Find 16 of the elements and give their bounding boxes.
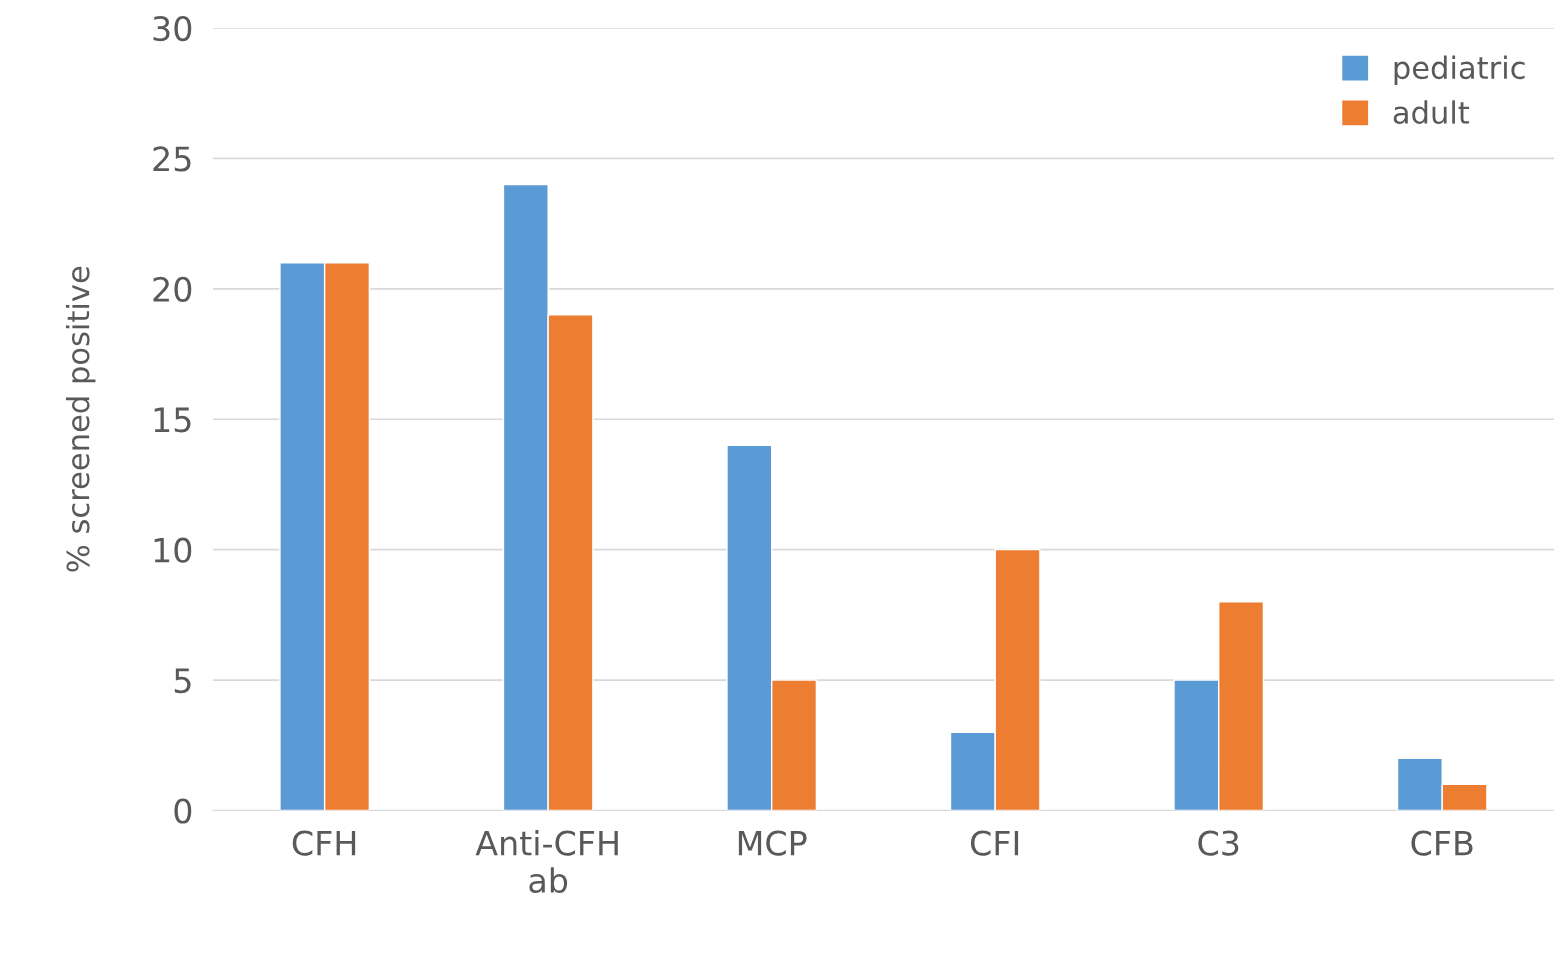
- y-tick-label: 25: [153, 146, 191, 172]
- x-tick-label: CFH: [292, 830, 356, 856]
- x-tick-label: MCP: [738, 830, 807, 856]
- y-tick-label: 15: [154, 407, 191, 433]
- legend-label: adult: [1393, 100, 1470, 125]
- y-tick-label: 20: [153, 276, 192, 302]
- x-tick-label: CFB: [1411, 830, 1473, 856]
- x-tick-label: CFI: [970, 830, 1019, 856]
- y-tick-label: 30: [153, 15, 192, 42]
- y-axis-title: % screened positive: [65, 266, 96, 572]
- y-tick-label: 0: [174, 798, 192, 824]
- y-tick-label: 5: [174, 668, 191, 694]
- x-tick-label: C3: [1198, 830, 1239, 856]
- x-tick-label: Anti-CFH ab: [475, 829, 618, 894]
- legend-label: pediatric: [1394, 55, 1525, 86]
- y-tick-label: 10: [154, 537, 192, 563]
